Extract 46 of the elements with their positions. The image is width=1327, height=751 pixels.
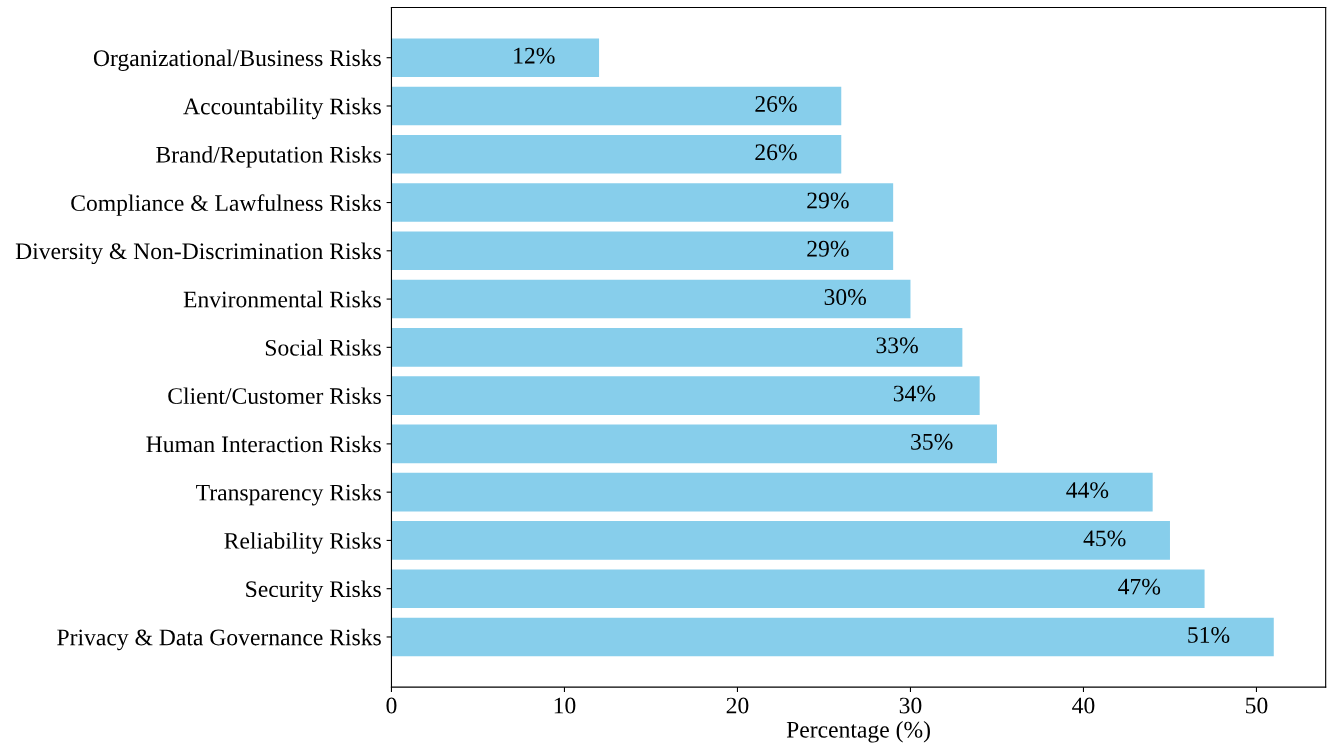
- bar: [391, 521, 1170, 560]
- x-tick-label: 40: [1072, 697, 1095, 714]
- y-tick-label: Brand/Reputation Risks: [156, 146, 381, 168]
- bar: [391, 376, 980, 415]
- bar: [391, 424, 997, 464]
- x-axis-title: Percentage (%): [786, 721, 930, 743]
- x-tick-label: 30: [899, 697, 922, 714]
- bar: [391, 472, 1153, 512]
- data-label: 34%: [893, 385, 936, 402]
- y-tick-label: Client/Customer Risks: [168, 387, 381, 405]
- bar: [391, 617, 1274, 657]
- bar: [391, 86, 842, 126]
- data-label: 30%: [824, 289, 867, 306]
- data-label: 29%: [807, 192, 849, 209]
- y-tick-label: Security Risks: [246, 580, 381, 602]
- y-tick-label: Transparency Risks: [196, 483, 381, 506]
- bar: [391, 38, 600, 78]
- y-tick-label: Social Risks: [265, 339, 381, 356]
- data-label: 47%: [1118, 578, 1161, 595]
- x-tick-label: 10: [554, 697, 576, 714]
- data-label: 26%: [755, 144, 797, 161]
- data-label: 26%: [755, 95, 797, 112]
- y-tick-label: Reliability Risks: [224, 532, 381, 554]
- y-tick-label: Organizational/Business Risks: [93, 49, 381, 71]
- bar: [391, 569, 1205, 608]
- x-tick-label: 0: [386, 697, 397, 714]
- data-label: 35%: [911, 433, 953, 450]
- bar: [391, 279, 911, 319]
- y-tick-label: Compliance & Lawfulness Risks: [71, 194, 381, 216]
- data-label: 45%: [1083, 530, 1126, 547]
- data-label: 44%: [1066, 482, 1109, 499]
- data-label: 29%: [807, 240, 849, 257]
- bar: [391, 183, 894, 222]
- y-tick-label: Environmental Risks: [183, 290, 381, 308]
- bar: [391, 231, 894, 271]
- data-label: 33%: [876, 337, 918, 354]
- bar: [391, 134, 842, 174]
- x-tick-label: 50: [1246, 697, 1268, 714]
- x-tick-label: 20: [726, 697, 749, 714]
- bar: [391, 328, 963, 367]
- y-tick-label: Diversity & Non-Discrimination Risks: [15, 242, 381, 265]
- data-label: 12%: [514, 47, 555, 64]
- data-label: 51%: [1188, 626, 1230, 643]
- y-tick-label: Human Interaction Risks: [146, 435, 381, 453]
- y-tick-label: Privacy & Data Governance Risks: [57, 628, 381, 651]
- y-tick-label: Accountability Risks: [183, 97, 381, 120]
